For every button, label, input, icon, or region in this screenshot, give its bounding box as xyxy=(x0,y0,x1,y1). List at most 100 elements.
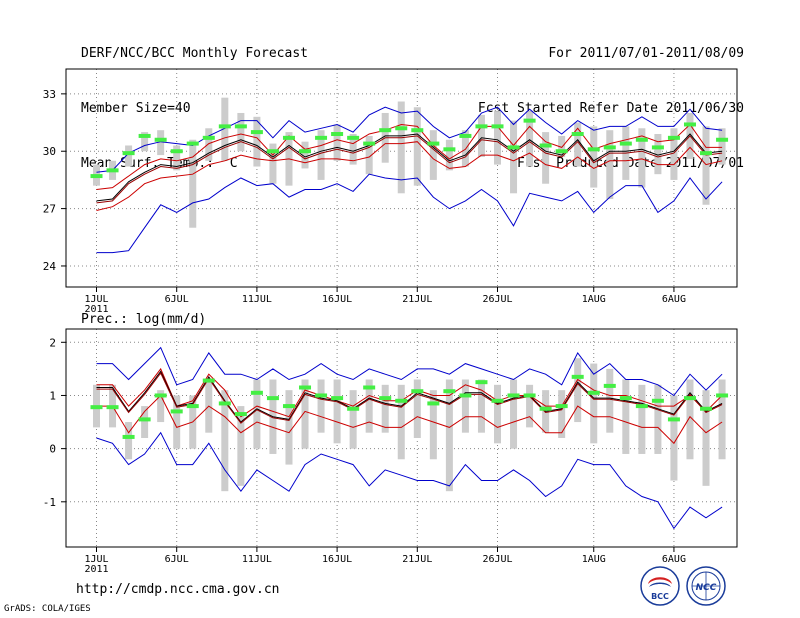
panel1-observed-bar xyxy=(700,151,713,156)
panel2-series-upper xyxy=(96,367,723,418)
panel1-observed-bar xyxy=(266,149,279,154)
panel2-range-box xyxy=(574,358,582,423)
svg-text:NCC: NCC xyxy=(696,583,717,593)
panel1-range-box xyxy=(221,97,229,161)
panel1-range-box xyxy=(349,134,357,165)
panel2-range-box xyxy=(333,379,341,444)
panel2-observed-bar xyxy=(716,393,729,398)
panel1-observed-bar xyxy=(443,147,456,152)
panel1-y-tick-label: 24 xyxy=(43,260,57,273)
panel2-range-box xyxy=(221,390,229,492)
panel2-range-box xyxy=(317,379,325,433)
panel2-observed-bar xyxy=(571,374,584,379)
panel1-observed-bar xyxy=(571,132,584,137)
panel1-series-mean-a xyxy=(96,133,723,202)
panel2-title: Prec.: log(mm/d) xyxy=(81,312,206,327)
panel1-observed-bar xyxy=(507,145,520,150)
panel2-observed-bar xyxy=(106,405,119,410)
panel2-range-box xyxy=(622,379,630,454)
panel2-observed-bar xyxy=(363,385,376,390)
panel1-observed-bar xyxy=(587,147,600,152)
panel1-range-box xyxy=(558,135,566,157)
panel2-range-box xyxy=(157,390,165,423)
panel1-observed-bar xyxy=(218,124,231,129)
panel1-frame xyxy=(65,68,738,288)
panel2-x-tick-label: 21JUL xyxy=(402,554,432,565)
panel1-range-box xyxy=(365,135,373,175)
panel2-x-tick-label: 1JUL xyxy=(84,554,108,565)
panel2-x-tick-label: 6AUG xyxy=(662,554,686,565)
panel1-observed-bar xyxy=(523,118,536,123)
panel1-range-box xyxy=(590,126,598,188)
panel2-observed-bar xyxy=(90,405,103,410)
panel2-observed-bar xyxy=(250,390,263,395)
panel1-observed-bar xyxy=(202,135,215,140)
panel1-range-box xyxy=(494,111,501,165)
panel1-series-min xyxy=(96,173,723,254)
ncc-logo: NCC xyxy=(686,566,726,606)
panel1-x-tick-label: 1JUL xyxy=(84,294,108,305)
panel1-observed-bar xyxy=(427,141,440,146)
panel1-range-box xyxy=(253,116,261,167)
panel1-x-tick-label: 11JUL xyxy=(242,294,272,305)
panel1-observed-bar xyxy=(619,141,632,146)
source-url[interactable]: http://cmdp.ncc.cma.gov.cn xyxy=(76,582,280,597)
panel2-observed-bar xyxy=(539,406,552,411)
panel1-range-box xyxy=(141,132,149,152)
panel1-y-tick-label: 27 xyxy=(43,203,56,216)
panel2-range-box xyxy=(702,390,710,486)
panel2-observed-bar xyxy=(331,396,344,401)
panel1-range-box xyxy=(670,128,678,180)
panel2-range-box xyxy=(494,384,501,444)
panel2-series-mean-b xyxy=(96,372,723,424)
panel2-series-lower xyxy=(96,394,723,445)
panel2-observed-bar xyxy=(266,396,279,401)
panel2-observed-bar xyxy=(411,389,424,394)
panel2-observed-bar xyxy=(587,390,600,395)
panel1-x-tick-label: 16JUL xyxy=(322,294,352,305)
svg-text:BCC: BCC xyxy=(651,592,669,601)
panel2-range-box xyxy=(526,384,534,428)
panel1-range-box xyxy=(125,145,133,167)
panel1-range-box xyxy=(189,139,197,228)
panel1-observed-bar xyxy=(603,145,616,150)
panel2-range-box xyxy=(301,379,309,449)
panel1-observed-bar xyxy=(555,149,568,154)
panel1-y-tick-label: 30 xyxy=(43,145,56,158)
panel2-observed-bar xyxy=(315,393,328,398)
panel2-range-box xyxy=(670,395,678,481)
panel2-range-box xyxy=(381,384,389,433)
panel2-range-box xyxy=(237,406,245,486)
panel2-range-box xyxy=(590,363,598,444)
panel2-range-box xyxy=(445,379,453,492)
panel2-range-box xyxy=(510,379,518,449)
panel1-range-box xyxy=(654,134,662,175)
panel2-series-mean-a xyxy=(96,370,723,423)
panel1-range-box xyxy=(173,145,181,171)
panel1-range-box xyxy=(333,124,341,161)
panel2-range-box xyxy=(638,384,646,454)
panel2-observed-bar xyxy=(299,385,312,390)
panel1-observed-bar xyxy=(186,141,199,146)
panel2-observed-bar xyxy=(395,398,408,403)
panel1-observed-bar xyxy=(683,122,696,127)
panel1-observed-bar xyxy=(475,124,488,129)
panel1-range-box xyxy=(542,132,550,184)
panel2-observed-bar xyxy=(700,406,713,411)
panel1-x-tick-label: 26JUL xyxy=(482,294,512,305)
panel2-observed-bar xyxy=(427,401,440,406)
panel2-range-box xyxy=(558,390,566,438)
panel2-observed-bar xyxy=(683,396,696,401)
panel1-range-box xyxy=(397,101,405,194)
panel2-observed-bar xyxy=(651,398,664,403)
panel2-x-tick-label: 6JUL xyxy=(165,554,189,565)
panel2-frame xyxy=(65,328,738,548)
panel1-observed-bar xyxy=(411,128,424,133)
bcc-logo: BCC xyxy=(640,566,680,606)
panel1-series-upper xyxy=(96,123,723,190)
panel1-range-box xyxy=(477,114,485,157)
forecast-period: For 2011/07/01-2011/08/09 xyxy=(548,46,744,61)
panel2-observed-bar xyxy=(635,404,648,409)
panel1-observed-bar xyxy=(234,124,247,129)
